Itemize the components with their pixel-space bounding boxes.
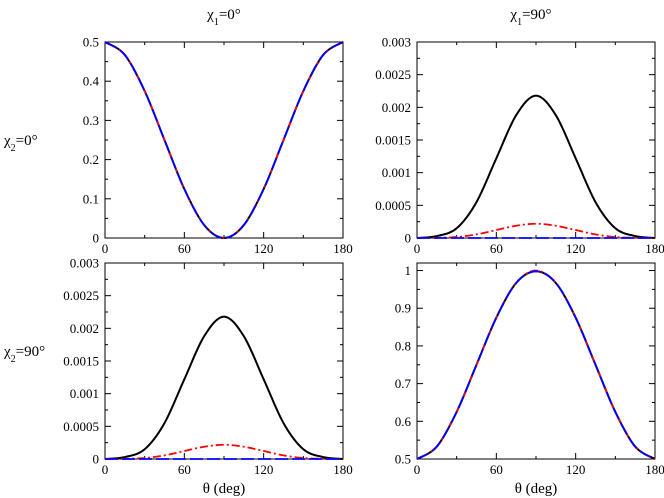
y-tick-label: 0.0015	[375, 133, 411, 148]
x-tick-label: 0	[102, 241, 109, 256]
plot-frame	[416, 262, 656, 460]
y-tick-label: 0.0025	[375, 67, 411, 82]
y-tick-label: 0.003	[70, 256, 99, 271]
series-line-solid	[416, 270, 656, 460]
series-line-dash-dot	[104, 41, 344, 239]
y-tick-label: 0.001	[382, 165, 411, 180]
y-tick-label: 0.9	[395, 301, 411, 316]
series-line-long-dash	[416, 270, 656, 460]
x-tick-label: 0	[414, 462, 421, 477]
panel-bottom-right: 0 60 120 180 0.5 0.6 0.7 0.8 0.9 1 θ (deg)	[395, 262, 664, 497]
y-tick-label: 0.001	[70, 386, 99, 401]
y-tick-label: 0.002	[382, 100, 411, 115]
series-line-dash-dot	[416, 269, 656, 460]
y-tick-label: 0.8	[395, 338, 411, 353]
y-tick-label: 0	[93, 452, 100, 467]
x-tick-label: 60	[490, 462, 503, 477]
x-tick-label: 60	[178, 241, 191, 256]
x-tick-label: 0	[102, 462, 109, 477]
y-tick-label: 0.4	[83, 74, 100, 89]
y-tick-label: 0.0005	[63, 419, 99, 434]
y-tick-label: 0	[93, 231, 100, 246]
plot-frame	[104, 41, 344, 239]
y-tick-label: 0.6	[395, 414, 412, 429]
y-tick-label: 0.3	[83, 113, 99, 128]
series-line-dash-dot	[104, 443, 344, 460]
x-tick-label: 0	[414, 241, 421, 256]
x-axis-title: θ (deg)	[515, 481, 558, 497]
row-header-chi2-90: χ2=90°	[3, 344, 45, 365]
col-header-chi1-90: χ1=90°	[509, 7, 551, 28]
x-tick-label: 60	[178, 462, 191, 477]
y-tick-label: 0.5	[83, 35, 99, 50]
plot-frame	[416, 41, 656, 239]
x-tick-label: 120	[566, 462, 586, 477]
y-tick-label: 0.7	[395, 376, 412, 391]
series-line-dash-dot	[416, 222, 656, 239]
panel-bottom-left: 0 60 120 180 0 0.0005 0.001 0.0015 0.002 0.0025 0.…	[63, 256, 353, 498]
panel-top-left: 0 60 120 180 0 0.1 0.2 0.3 0.4 0.5	[83, 35, 353, 257]
y-tick-label: 0.003	[382, 35, 411, 50]
x-tick-label: 120	[566, 241, 586, 256]
row-header-chi2-0: χ2=0°	[3, 133, 38, 154]
x-tick-label: 120	[254, 241, 274, 256]
x-axis-title: θ (deg)	[203, 481, 246, 497]
series-line-solid	[104, 315, 344, 460]
plot-frame	[104, 262, 344, 460]
y-tick-label: 0.002	[70, 321, 99, 336]
series-line-long-dash	[104, 41, 344, 239]
series-line-solid	[104, 41, 344, 239]
panel-top-right: 0 60 120 180 0 0.0005 0.001 0.0015 0.002 0.0025 0.…	[375, 35, 664, 257]
y-tick-label: 0.5	[395, 452, 411, 467]
y-tick-label: 0.2	[83, 152, 99, 167]
y-tick-label: 1	[405, 263, 412, 278]
x-tick-label: 120	[254, 462, 274, 477]
y-tick-label: 0.0025	[63, 288, 99, 303]
x-tick-label: 180	[645, 241, 664, 256]
x-tick-label: 60	[490, 241, 503, 256]
y-tick-label: 0.0005	[375, 198, 411, 213]
y-tick-label: 0.1	[83, 191, 99, 206]
col-header-chi1-0: χ1=0°	[206, 7, 241, 28]
y-tick-label: 0.0015	[63, 354, 99, 369]
series-line-solid	[416, 94, 656, 239]
x-tick-label: 180	[333, 462, 353, 477]
x-tick-label: 180	[645, 462, 664, 477]
x-tick-label: 180	[333, 241, 353, 256]
y-tick-label: 0	[405, 231, 412, 246]
